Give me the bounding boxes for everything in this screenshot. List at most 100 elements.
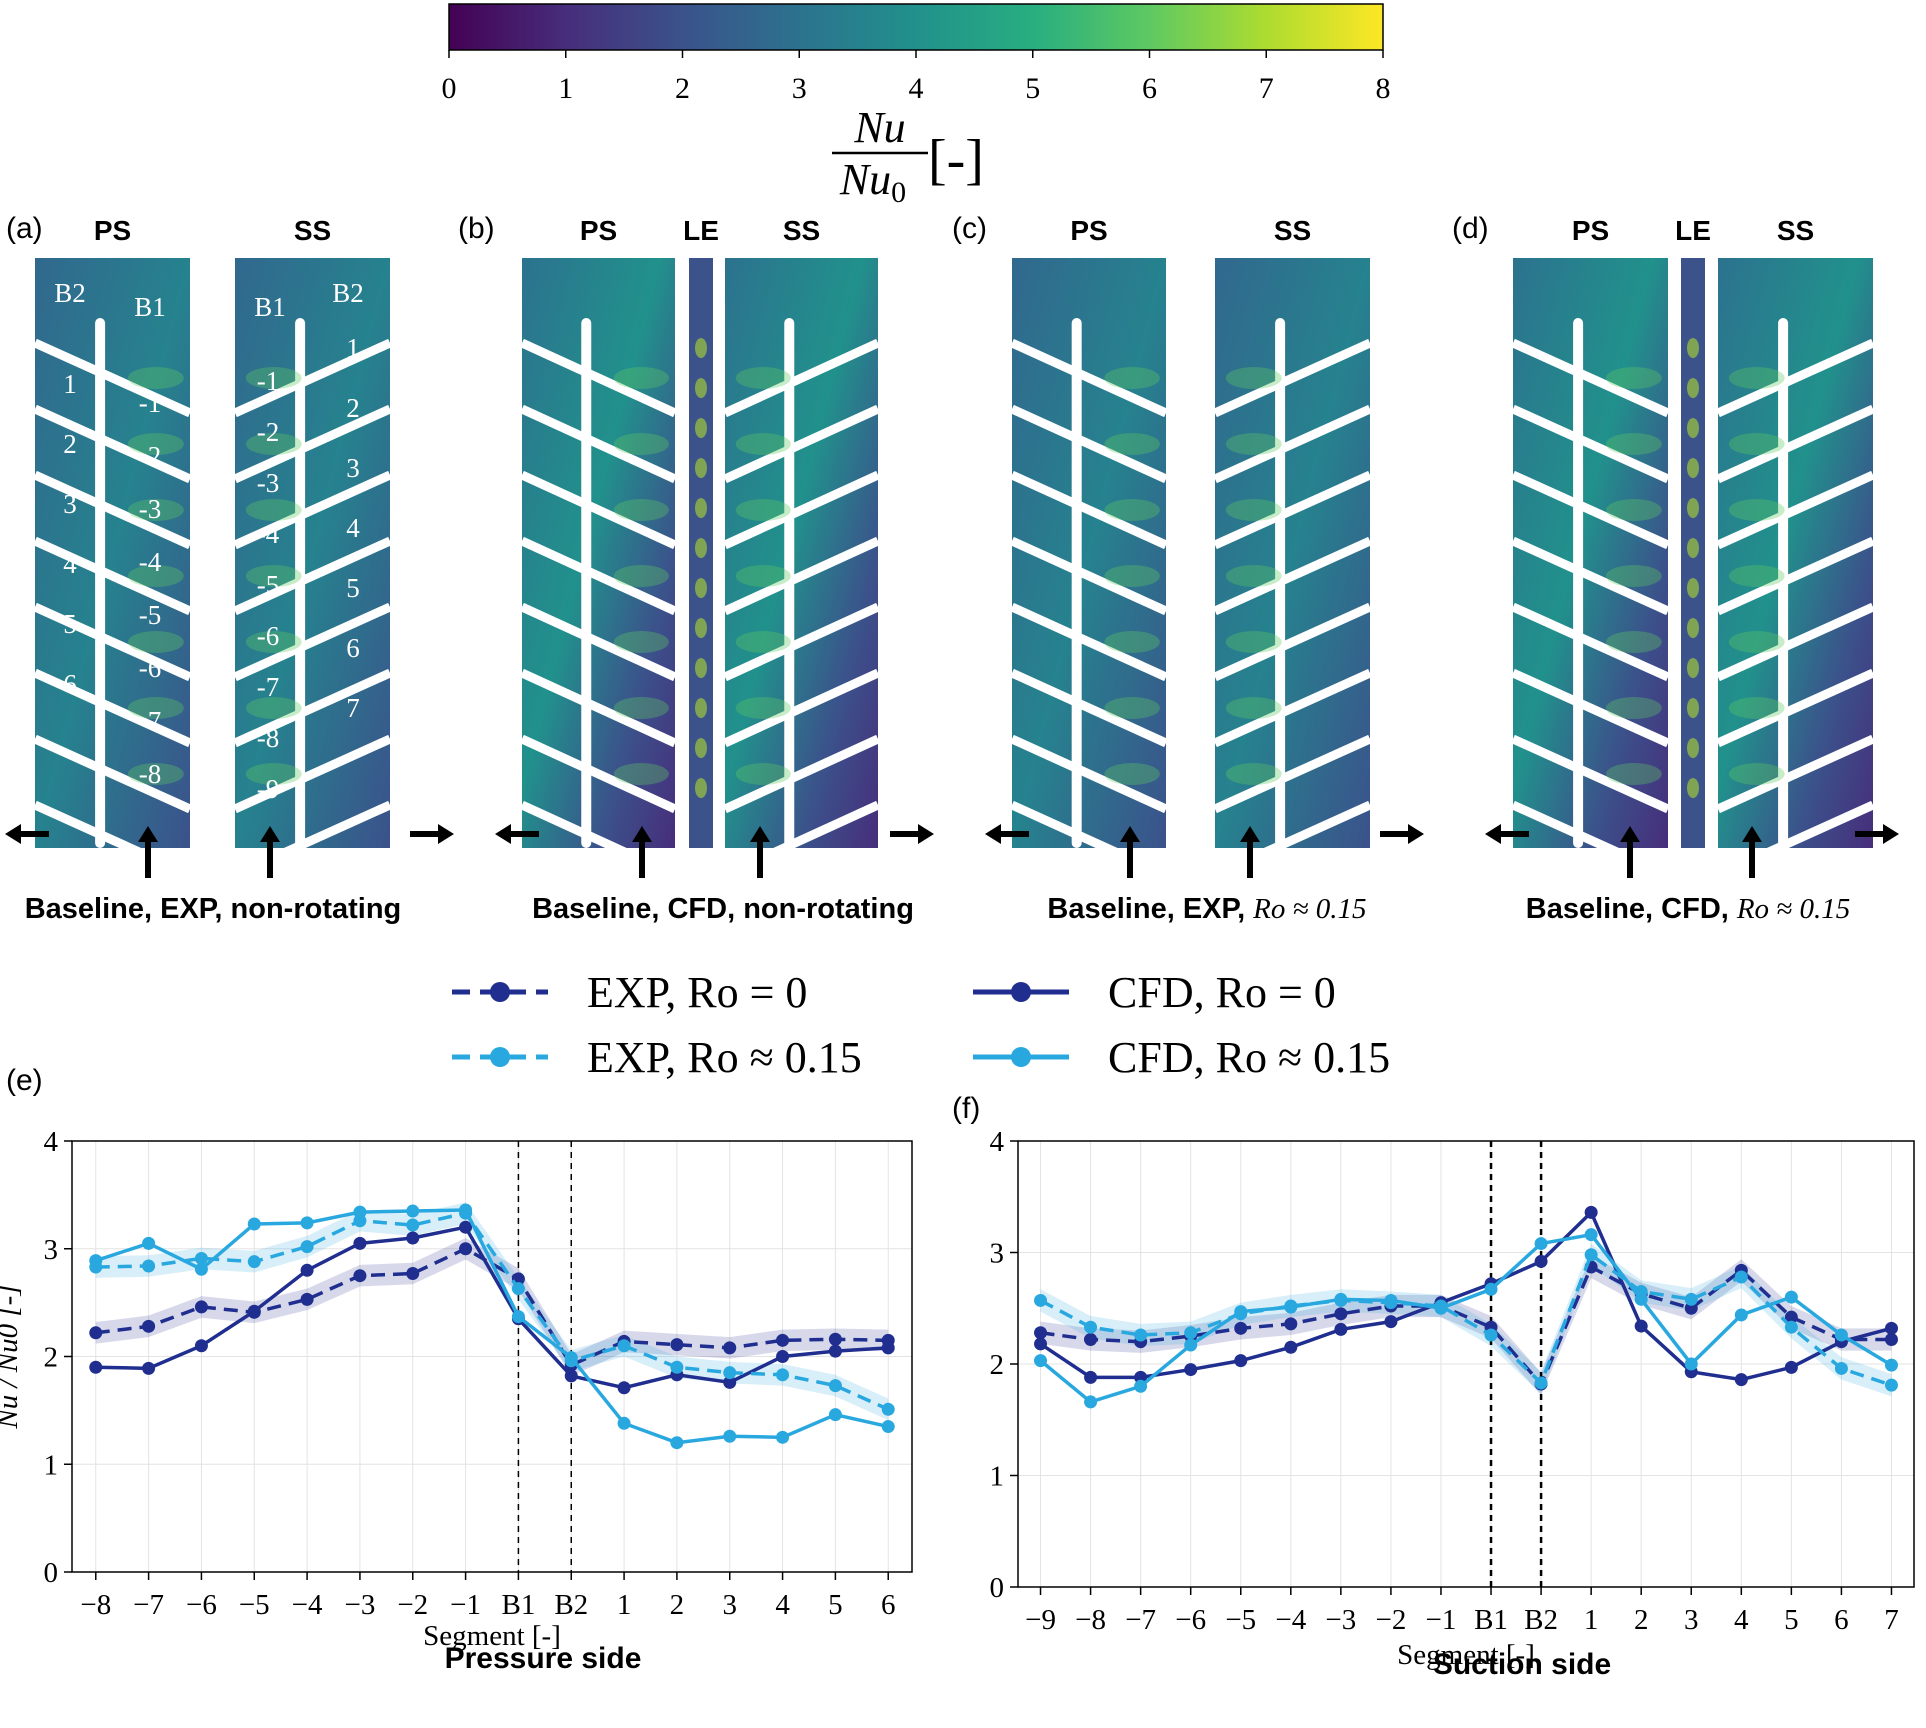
turbulator-rib	[520, 602, 677, 682]
series-line	[1039, 1209, 1892, 1382]
y-tick-label: 0	[990, 1572, 1005, 1604]
segment-label: -3	[257, 468, 280, 498]
series-line	[95, 1246, 889, 1368]
data-point	[723, 1341, 737, 1355]
turbulator-rib	[33, 668, 192, 748]
segment-label: -6	[257, 621, 280, 651]
heat-spot	[613, 763, 669, 785]
divider-rib	[1573, 318, 1584, 848]
le-spot	[695, 498, 707, 518]
turbulator-rib	[723, 404, 880, 484]
turbulator-rib	[723, 734, 880, 814]
heat-spot	[1225, 499, 1282, 521]
data-point	[1384, 1293, 1398, 1307]
data-point	[1384, 1315, 1398, 1329]
le-spot	[695, 538, 707, 558]
segment-label: -8	[139, 759, 162, 789]
heat-spot	[1728, 763, 1785, 785]
turbulator-rib	[1010, 470, 1168, 550]
heat-spot	[1225, 697, 1282, 719]
turbulator-rib	[33, 800, 192, 880]
data-point	[353, 1205, 367, 1219]
le-spot	[1687, 778, 1699, 798]
chart-title: Suction side	[1433, 1648, 1611, 1681]
segment-label: -7	[257, 672, 280, 702]
panel-tag: (b)	[458, 212, 495, 245]
y-tick-label: 1	[990, 1461, 1005, 1493]
x-tick-label: 3	[722, 1589, 737, 1621]
data-point	[1634, 1292, 1648, 1306]
data-point	[617, 1339, 631, 1353]
colorbar-tick-label: 8	[1376, 72, 1391, 105]
heat-spot	[1104, 763, 1160, 785]
data-point	[564, 1369, 578, 1383]
turbulator-rib	[33, 470, 192, 550]
le-spot	[695, 618, 707, 638]
panel-a-labels: B2 B1 B1 B2 1 2 3 4 5 6 -1 -2 -3 -4 -5 -6 -7 -8 -1 -2 -3 -4 -5…	[54, 278, 364, 804]
turbulator-rib	[1511, 536, 1670, 616]
colorbar-tick-label: 4	[909, 72, 924, 105]
heat-spot	[1104, 697, 1160, 719]
data-point	[1884, 1321, 1898, 1335]
turbulator-rib	[1511, 404, 1670, 484]
data-point	[723, 1375, 737, 1389]
heat-spot	[1606, 433, 1662, 455]
turbulator-rib	[520, 404, 677, 484]
series-line	[1039, 1232, 1893, 1404]
heat-spot	[1728, 433, 1785, 455]
data-point	[1534, 1254, 1548, 1268]
series	[89, 1220, 895, 1395]
data-point	[459, 1242, 473, 1256]
turbulator-rib	[520, 734, 677, 814]
heat-spot	[613, 565, 669, 587]
segment-label: -1	[139, 388, 162, 418]
segment-label: 3	[63, 489, 77, 519]
data-point	[776, 1350, 790, 1363]
le-spot	[695, 658, 707, 678]
side-header: PS	[1070, 215, 1107, 246]
data-point	[1084, 1332, 1098, 1346]
y-tick-label: 4	[990, 1126, 1005, 1158]
heat-spot	[245, 631, 302, 653]
segment-label: -9	[257, 774, 280, 804]
flow-arrow-head	[1620, 826, 1640, 842]
legend-item: CFD, Ro ≈ 0.15	[973, 1033, 1390, 1082]
x-tick-label: 1	[1584, 1604, 1599, 1636]
flow-arrow-head	[1120, 826, 1140, 842]
data-point	[828, 1344, 842, 1358]
x-axis-label: Segment [-]	[423, 1620, 561, 1652]
side-header: SS	[1777, 215, 1814, 246]
data-point	[1684, 1357, 1698, 1371]
turbulator-rib	[1010, 800, 1168, 880]
data-point	[1584, 1248, 1598, 1262]
colorbar-tick-label: 7	[1259, 72, 1274, 105]
data-point	[194, 1251, 208, 1265]
y-tick-label: 3	[990, 1238, 1005, 1270]
data-point	[1784, 1360, 1798, 1374]
flow-arrow-head	[918, 824, 934, 844]
data-point	[1884, 1358, 1898, 1372]
heat-spot	[245, 367, 302, 389]
le-spot	[1687, 498, 1699, 518]
data-point	[1784, 1290, 1798, 1304]
heat-spot	[245, 433, 302, 455]
data-point	[1584, 1205, 1598, 1219]
data-point	[1234, 1354, 1248, 1368]
uncertainty-band	[1040, 1255, 1892, 1396]
legend-item: CFD, Ro = 0	[973, 968, 1336, 1017]
turbulator-rib	[33, 536, 192, 616]
heat-spot	[1606, 499, 1662, 521]
colorbar-tick-label: 2	[675, 72, 690, 105]
x-tick-label: −4	[292, 1589, 323, 1621]
data-point	[353, 1236, 367, 1250]
turbulator-rib	[1716, 800, 1875, 880]
data-point	[1184, 1363, 1198, 1377]
segment-label: 2	[346, 393, 360, 423]
turbulator-rib	[520, 800, 677, 880]
data-point	[1784, 1320, 1798, 1334]
contour-panel: (a) PS SS Baseline, EXP, non-rotating	[5, 212, 454, 925]
series	[1034, 1228, 1898, 1409]
data-point	[406, 1204, 420, 1218]
data-point	[300, 1292, 314, 1306]
